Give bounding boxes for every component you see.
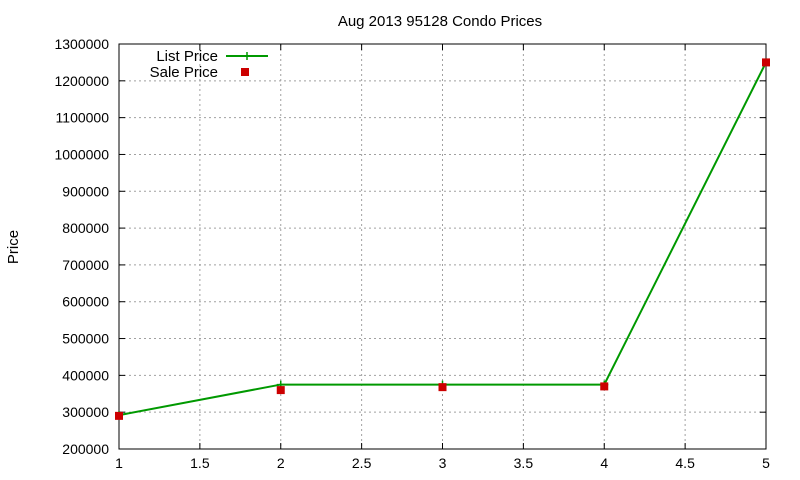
y-tick-label: 600000 xyxy=(62,294,109,310)
x-axis-tick-labels: 1 1.5 2 2.5 3 3.5 4 4.5 5 xyxy=(115,455,770,471)
legend-marker-sale-price xyxy=(241,68,249,76)
x-tick-label: 1.5 xyxy=(190,455,210,471)
y-tick-label: 200000 xyxy=(62,441,109,457)
sale-price-point xyxy=(115,411,123,420)
x-tick-label: 4 xyxy=(600,455,608,471)
legend-label: Sale Price xyxy=(150,64,218,81)
sale-price-point xyxy=(438,383,447,392)
x-tick-label: 5 xyxy=(762,455,770,471)
x-tick-label: 2 xyxy=(277,455,285,471)
axis-ticks xyxy=(118,43,767,450)
y-axis-tick-labels: 200000 300000 400000 500000 600000 700000 8000… xyxy=(54,36,109,457)
x-tick-label: 1 xyxy=(115,455,123,471)
legend-label: List Price xyxy=(156,48,218,65)
y-tick-label: 1200000 xyxy=(54,73,109,89)
y-tick-label: 800000 xyxy=(62,220,109,236)
legend-marker-list-price xyxy=(243,52,251,60)
x-tick-label: 4.5 xyxy=(675,455,695,471)
series-layer xyxy=(115,58,770,420)
y-tick-label: 400000 xyxy=(62,367,109,383)
sale-price-point xyxy=(276,386,285,395)
y-tick-label: 900000 xyxy=(62,183,109,199)
sale-price-point xyxy=(600,382,609,391)
y-tick-label: 300000 xyxy=(62,404,109,420)
y-tick-label: 1000000 xyxy=(54,146,109,162)
y-axis-label: Price xyxy=(5,230,22,264)
chart-title: Aug 2013 95128 Condo Prices xyxy=(338,13,542,30)
x-tick-label: 3 xyxy=(439,455,447,471)
y-tick-label: 700000 xyxy=(62,257,109,273)
x-tick-label: 3.5 xyxy=(514,455,534,471)
y-tick-label: 500000 xyxy=(62,331,109,347)
y-tick-label: 1100000 xyxy=(56,110,110,126)
y-tick-label: 1300000 xyxy=(54,36,109,52)
x-tick-label: 2.5 xyxy=(352,455,372,471)
sale-price-point xyxy=(762,58,770,67)
